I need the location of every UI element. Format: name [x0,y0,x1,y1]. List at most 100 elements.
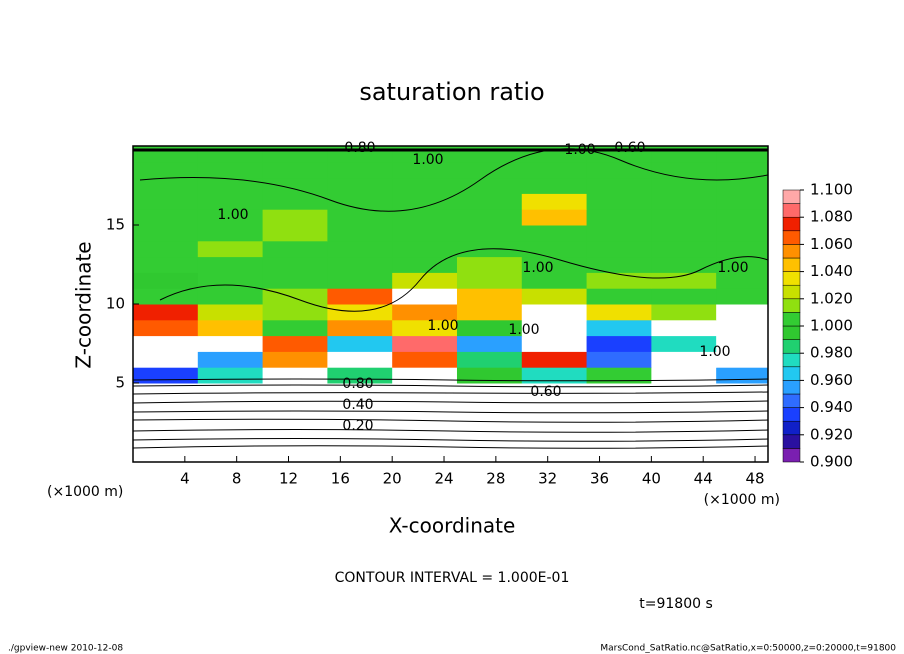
footer-left: ./gpview-new 2010-12-08 [8,644,123,654]
cell [262,240,328,258]
cell [456,256,523,273]
cell [456,272,523,289]
cell [262,256,328,273]
cell [133,177,199,194]
x-tick-label: 24 [434,470,453,488]
cell [392,288,458,305]
colorbar-swatch [782,189,801,204]
cell [716,430,768,447]
cell [327,414,393,431]
cell [262,383,328,400]
cell [456,319,523,337]
cell [197,288,264,305]
cell [197,209,264,226]
contour-label: 0.60 [614,140,645,156]
cell [133,272,199,289]
cell [392,446,458,462]
cell [716,335,768,352]
cell [521,414,588,431]
cell [716,351,768,368]
cell [456,177,523,194]
cell [716,161,768,179]
cell [133,193,199,210]
contour-label: 0.80 [344,140,375,156]
cell [133,430,199,447]
x-unit-right: (×1000 m) [704,492,780,508]
cell [327,288,393,305]
x-tick-label: 48 [745,470,764,488]
cell [716,240,768,258]
x-tick-label: 36 [590,470,609,488]
contour-label: 1.00 [699,344,730,360]
cell [521,225,588,242]
cell [327,383,393,400]
y-tick-label: 15 [106,216,125,234]
cell [133,446,199,462]
cell [262,319,328,337]
cell [651,335,717,352]
colorbar-tick-label: 1.060 [810,235,853,253]
cell [392,398,458,416]
colorbar-swatch [782,352,801,368]
cell [521,272,588,289]
cell [262,146,328,163]
x-tick-label: 28 [486,470,505,488]
cell [651,430,717,447]
cell [456,414,523,431]
cell [456,225,523,242]
colorbar-swatch [782,298,801,313]
cell [586,446,652,462]
colorbar-swatch [782,230,801,245]
cell [521,304,588,321]
cell [197,177,264,194]
cell [586,240,652,258]
y-tick-label: 5 [115,374,125,392]
cell [521,161,588,179]
cell [521,288,588,305]
cell [327,272,393,289]
colorbar-swatch [782,216,801,232]
x-tick-label: 8 [232,470,242,488]
cell [197,225,264,242]
cell [133,304,199,321]
cell [521,367,588,384]
cell [327,193,393,210]
x-tick-label: 20 [383,470,402,488]
cell [521,209,588,226]
cell [133,414,199,431]
cell [197,383,264,400]
field [133,146,768,462]
cell [586,225,652,242]
colorbar-swatch [782,393,801,408]
cell [651,383,717,400]
cell [327,256,393,273]
cell [651,414,717,431]
cell [392,414,458,431]
cell [586,351,652,368]
cell [327,161,393,179]
cell [392,335,458,352]
colorbar-tick-label: 0.960 [810,371,853,389]
colorbar-tick-label: 0.900 [810,453,853,471]
cell [133,398,199,416]
cell [262,225,328,242]
cell [262,367,328,384]
cell [197,351,264,368]
x-tick-label: 32 [538,470,557,488]
colorbar-swatch [782,284,801,300]
x-tick-label: 40 [642,470,661,488]
cell [521,193,588,210]
cell [586,414,652,431]
cell [133,319,199,337]
cell [197,335,264,352]
cell [327,446,393,462]
cell [133,256,199,273]
colorbar-tick-label: 1.080 [810,208,853,226]
cell [392,304,458,321]
cell [197,272,264,289]
contour-label: 1.00 [412,152,443,168]
contour-label: 0.80 [342,376,373,392]
cell [133,161,199,179]
cell [456,383,523,400]
